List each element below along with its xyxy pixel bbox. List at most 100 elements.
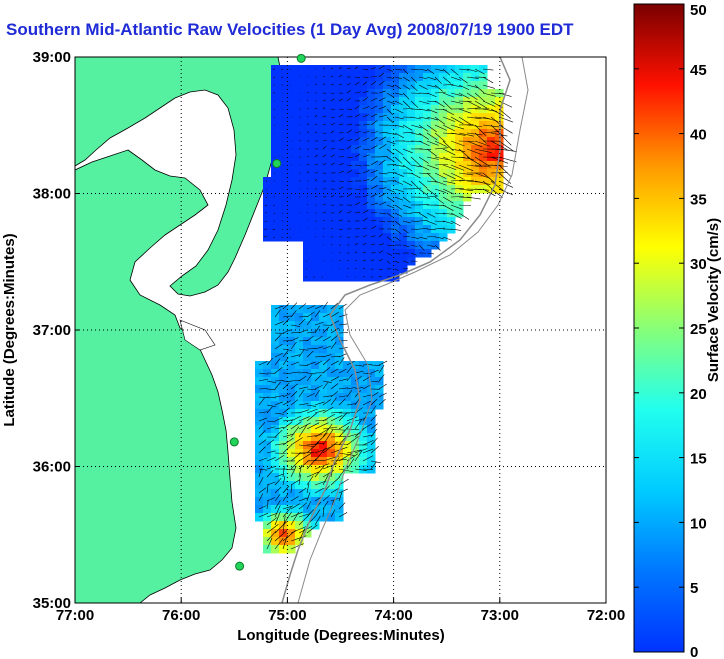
velocity-vector (266, 499, 269, 510)
velocity-vector (370, 211, 378, 214)
velocity-cell (335, 457, 344, 466)
velocity-vector (378, 180, 387, 183)
velocity-cell (295, 465, 304, 474)
velocity-vector (298, 386, 308, 390)
velocity-vector (458, 116, 471, 125)
velocity-vector (386, 260, 391, 264)
velocity-vector (362, 201, 369, 206)
velocity-vector (474, 172, 491, 179)
velocity-cell (319, 473, 328, 482)
velocity-cell (359, 137, 368, 146)
velocity-vector (314, 321, 324, 326)
velocity-cell (303, 225, 312, 234)
velocity-cell (295, 457, 304, 466)
velocity-vector (338, 268, 340, 270)
velocity-vector (330, 84, 334, 86)
velocity-cell (319, 241, 328, 250)
velocity-cell (327, 361, 336, 370)
velocity-cell (319, 513, 328, 522)
velocity-cell (303, 449, 312, 458)
velocity-cell (279, 97, 288, 106)
velocity-cell (311, 513, 320, 522)
velocity-vector (362, 81, 368, 86)
velocity-vector (290, 452, 302, 462)
velocity-vector (370, 369, 379, 374)
velocity-vector (322, 474, 329, 486)
velocity-vector (306, 171, 310, 174)
velocity-vector (498, 180, 514, 188)
velocity-cell (335, 433, 344, 442)
radar-station-marker (296, 53, 306, 63)
velocity-vector (298, 422, 311, 430)
velocity-vector (266, 439, 275, 446)
velocity-cell (287, 521, 296, 530)
velocity-vector (346, 83, 351, 86)
velocity-vector (290, 459, 301, 470)
velocity-cell (311, 273, 320, 282)
velocity-vector (322, 395, 333, 398)
velocity-vector (402, 260, 409, 264)
velocity-cell (311, 81, 320, 90)
velocity-cell (319, 385, 328, 394)
velocity-cell (327, 369, 336, 378)
velocity-vector (482, 84, 495, 89)
velocity-vector (442, 68, 451, 76)
velocity-vector (346, 170, 352, 174)
velocity-vector (490, 180, 504, 191)
velocity-vector (266, 404, 276, 407)
velocity-cell (351, 113, 360, 122)
velocity-cell (359, 377, 368, 386)
velocity-vector (410, 84, 418, 92)
velocity-vector (378, 360, 388, 366)
velocity-vector (450, 100, 464, 104)
velocity-vector (418, 172, 431, 175)
velocity-cell (359, 217, 368, 226)
velocity-cell (311, 321, 320, 330)
velocity-vector (418, 156, 429, 164)
velocity-cell (263, 529, 272, 538)
velocity-cell (271, 489, 280, 498)
velocity-vector (490, 140, 507, 150)
velocity-vector (290, 341, 297, 350)
velocity-vector (362, 372, 372, 375)
velocity-vector (282, 350, 289, 358)
velocity-vector (402, 108, 413, 110)
velocity-cell (311, 329, 320, 338)
velocity-vector (426, 68, 435, 74)
velocity-vector (290, 415, 302, 422)
velocity-cell (367, 257, 376, 266)
velocity-vector (306, 434, 323, 438)
velocity-vector (330, 355, 340, 358)
velocity-cell (311, 105, 320, 114)
velocity-vector (330, 154, 335, 158)
velocity-vector (370, 175, 378, 182)
velocity-cell (319, 145, 328, 154)
velocity-vector (282, 433, 295, 438)
velocity-vector (378, 65, 385, 70)
velocity-vector (322, 494, 330, 502)
velocity-vector (370, 169, 378, 174)
velocity-cell (271, 137, 280, 146)
velocity-cell (375, 73, 384, 82)
velocity-cell (335, 441, 344, 450)
velocity-vector (282, 468, 295, 470)
velocity-cell (351, 241, 360, 250)
velocity-cell (335, 81, 344, 90)
velocity-vector (298, 318, 306, 326)
velocity-vector (338, 74, 343, 78)
velocity-cell (279, 361, 288, 370)
velocity-vector (274, 538, 284, 550)
velocity-cell (295, 473, 304, 482)
velocity-cell (303, 265, 312, 274)
velocity-vector (258, 372, 268, 375)
velocity-cell (303, 209, 312, 218)
velocity-vector (458, 108, 472, 114)
velocity-vector (386, 116, 394, 124)
velocity-vector (322, 204, 326, 206)
velocity-vector (362, 131, 370, 134)
velocity-vector (482, 76, 494, 84)
velocity-vector (298, 303, 307, 310)
velocity-vector (418, 180, 428, 189)
velocity-cell (327, 337, 336, 346)
velocity-vector (458, 212, 470, 220)
